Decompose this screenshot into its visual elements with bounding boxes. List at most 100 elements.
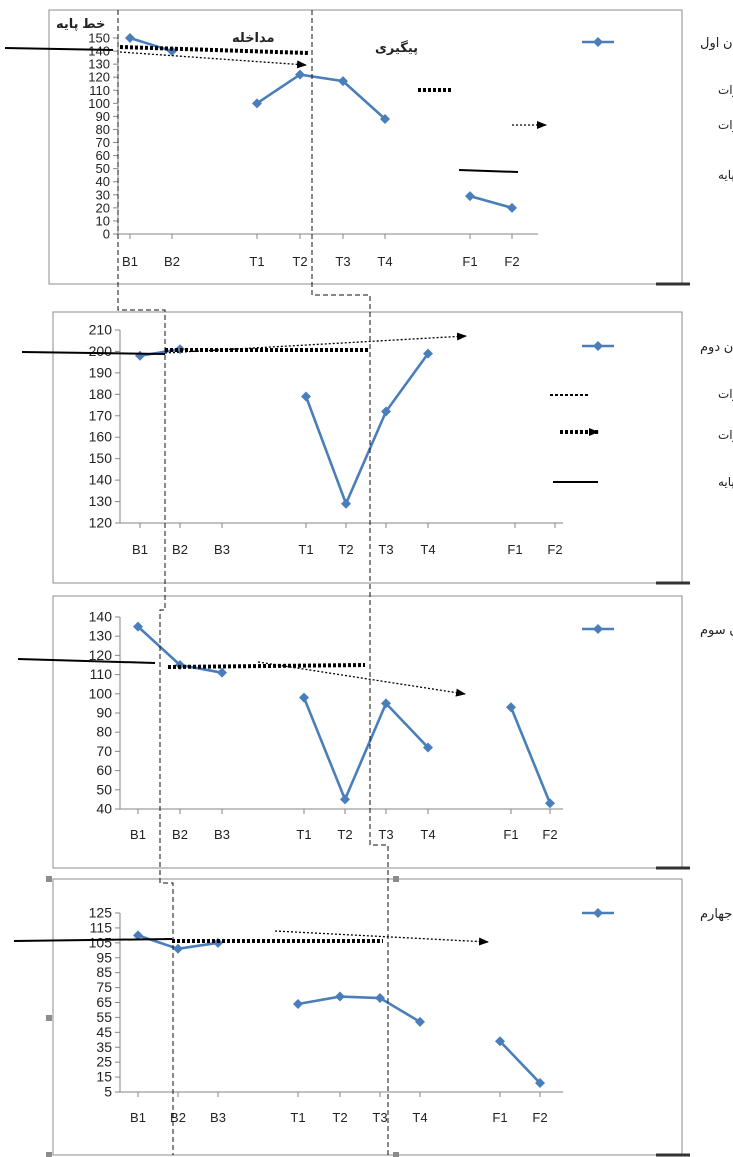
y-tick-label: 95 <box>96 949 112 965</box>
chart-panel-3: 40 50 60 70 80 90 100 110 120 130 140 B1 B2 B3 T1 T2 T3 T… <box>52 595 733 870</box>
legend-marker <box>593 624 603 634</box>
x-tick-label: T4 <box>420 827 435 842</box>
phase-separator-followup <box>311 10 389 1155</box>
y-tick-label: 110 <box>89 83 110 98</box>
data-point-t2 <box>335 991 345 1002</box>
phase-separator-baseline <box>117 10 174 1155</box>
panel-frame <box>52 878 683 1156</box>
x-tick-label: T2 <box>337 827 352 842</box>
y-tick-label: 35 <box>96 1039 112 1055</box>
x-tick-label: B1 <box>122 254 138 269</box>
panel-frame <box>52 311 683 584</box>
legend-label: نوجوان جهارم <box>700 906 733 922</box>
x-tick-label: T3 <box>372 1110 387 1125</box>
data-point-b2 <box>173 943 183 954</box>
phase-label-followup: پیگیری <box>375 40 418 55</box>
chart-panel-2: 120 130 140 150 160 170 180 190 200 210 B1 B2 B3 T1 T2… <box>52 311 733 585</box>
y-tick-label: 190 <box>89 364 113 380</box>
baseline-mean-line <box>21 351 166 355</box>
y-tick-label: 15 <box>96 1069 112 1085</box>
trend-prediction-line <box>257 661 466 697</box>
legend-label: نوجوان اول <box>700 35 733 51</box>
legend-extra-label: میانگین خط پایه <box>718 168 733 183</box>
x-tick-label: T4 <box>412 1110 427 1125</box>
y-tick-label: 100 <box>88 96 110 111</box>
x-tick-label: T1 <box>298 542 313 557</box>
legend-extra-label: پیش بین روند تغییرات <box>718 428 733 443</box>
y-tick-label: 65 <box>96 994 112 1010</box>
x-tick-label: T4 <box>420 542 435 557</box>
y-tick-label: 115 <box>90 919 113 935</box>
y-tick-label: 210 <box>89 322 113 338</box>
y-tick-label: 160 <box>89 429 113 445</box>
data-point-f2 <box>545 798 555 809</box>
data-point-t1 <box>301 391 311 402</box>
x-tick-label: T4 <box>377 254 392 269</box>
series-line <box>256 73 386 120</box>
x-tick-label: T1 <box>290 1110 305 1125</box>
x-tick-label: B2 <box>170 1110 186 1125</box>
data-point-t1 <box>293 998 303 1009</box>
y-tick-label: 105 <box>89 934 113 950</box>
data-point-t3 <box>381 406 391 417</box>
y-tick-label: 180 <box>89 386 113 402</box>
x-tick-label: B2 <box>172 827 188 842</box>
y-tick-label: 130 <box>88 57 110 72</box>
x-tick-label: T2 <box>292 254 307 269</box>
y-tick-label: 80 <box>96 724 112 740</box>
x-tick-label: B1 <box>130 827 146 842</box>
data-point-b3 <box>217 667 227 678</box>
y-tick-label: 125 <box>89 905 113 921</box>
y-tick-label: 120 <box>89 647 113 663</box>
phase-label-baseline: خط پایه <box>56 16 105 31</box>
y-tick-label: 5 <box>104 1084 112 1100</box>
y-tick-label: 40 <box>96 174 110 189</box>
x-tick-label: F1 <box>462 254 477 269</box>
x-tick-label: F2 <box>547 542 562 557</box>
y-tick-label: 150 <box>88 31 110 46</box>
legend-label: نوجوان دوم <box>700 339 733 355</box>
legend-label: نوجوان سوم <box>700 622 733 638</box>
selection-handle <box>393 876 399 882</box>
legend-marker <box>593 37 603 47</box>
x-tick-label: B2 <box>164 254 180 269</box>
data-point-t3 <box>375 993 385 1004</box>
y-tick-label: 75 <box>96 979 112 995</box>
data-point-b1 <box>133 621 143 632</box>
series-line <box>509 706 552 804</box>
y-tick-label: 55 <box>96 1009 112 1025</box>
y-tick-label: 70 <box>96 135 110 150</box>
x-tick-label: B3 <box>214 542 230 557</box>
baseline-mean-line <box>17 658 156 664</box>
y-tick-label: 100 <box>89 685 113 701</box>
y-tick-label: 20 <box>96 200 110 215</box>
x-tick-label: T3 <box>335 254 350 269</box>
y-tick-label: 30 <box>96 187 110 202</box>
level-prediction-line <box>167 663 366 669</box>
x-tick-label: F2 <box>504 254 519 269</box>
y-tick-label: 110 <box>90 666 113 682</box>
y-tick-label: 50 <box>96 781 112 797</box>
data-point-t2 <box>340 794 350 805</box>
data-point-t3 <box>381 698 391 709</box>
y-tick-label: 120 <box>89 515 113 531</box>
x-tick-label: F1 <box>503 827 518 842</box>
selection-handle <box>393 1152 399 1157</box>
data-point-t4 <box>423 348 433 359</box>
y-tick-label: 10 <box>96 213 110 228</box>
x-tick-label: B3 <box>210 1110 226 1125</box>
data-point-t3 <box>338 76 348 87</box>
panel-frame <box>52 595 683 869</box>
data-point-b2 <box>167 46 177 57</box>
data-point-f2 <box>507 202 517 213</box>
y-tick-label: 85 <box>96 964 112 980</box>
x-tick-label: T2 <box>332 1110 347 1125</box>
selection-handle <box>46 1152 52 1157</box>
trend-prediction-line <box>119 51 307 69</box>
level-prediction-line <box>119 45 309 55</box>
y-tick-label: 130 <box>89 628 113 644</box>
legend-mean-sample <box>458 169 519 173</box>
x-tick-label: F1 <box>507 542 522 557</box>
y-tick-label: 90 <box>96 109 110 124</box>
